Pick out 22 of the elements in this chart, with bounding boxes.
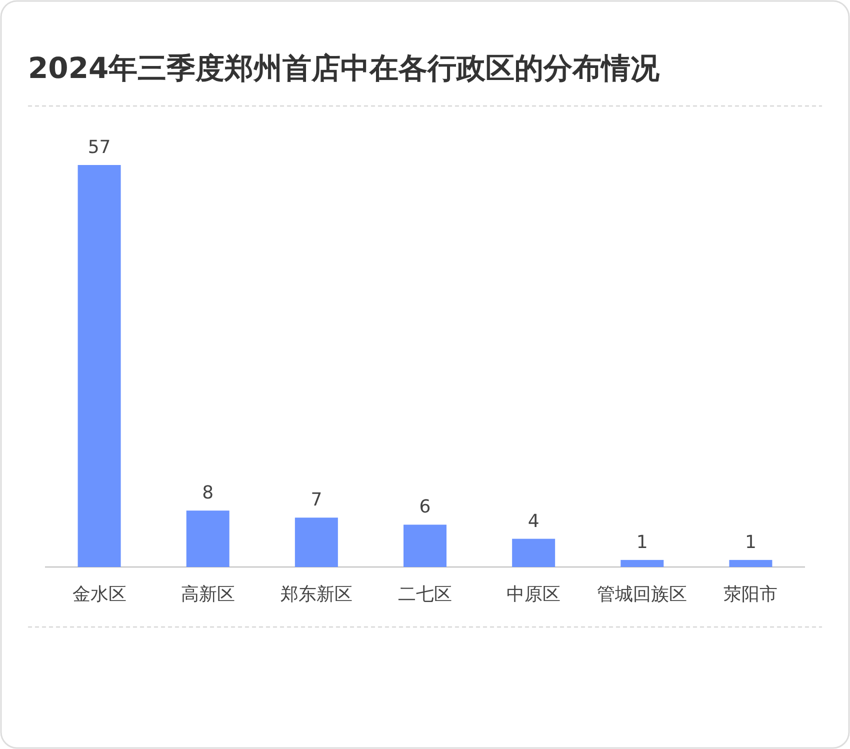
x-tick-label: 管城回族区 [597, 584, 688, 605]
x-tick-label: 郑东新区 [280, 584, 352, 605]
x-tick-label: 中原区 [506, 584, 561, 605]
bar [186, 510, 230, 567]
chart-title: 2024年三季度郑州首店中在各行政区的分布情况 [28, 51, 661, 85]
bar [404, 524, 446, 567]
bar [78, 165, 121, 567]
data-label: 1 [744, 532, 756, 553]
bar [512, 538, 556, 567]
x-tick-label: 荥阳市 [724, 584, 778, 605]
bar [620, 560, 664, 567]
x-tick-label: 高新区 [180, 584, 235, 605]
bar [294, 518, 338, 567]
data-label: 7 [310, 490, 322, 511]
data-label: 1 [636, 532, 648, 553]
data-label: 4 [528, 510, 540, 532]
data-label: 8 [202, 482, 214, 504]
bar [729, 560, 772, 567]
data-label: 6 [419, 496, 431, 518]
x-tick-label: 金水区 [72, 584, 126, 605]
data-label: 57 [88, 137, 111, 158]
x-tick-label: 二七区 [398, 584, 452, 605]
